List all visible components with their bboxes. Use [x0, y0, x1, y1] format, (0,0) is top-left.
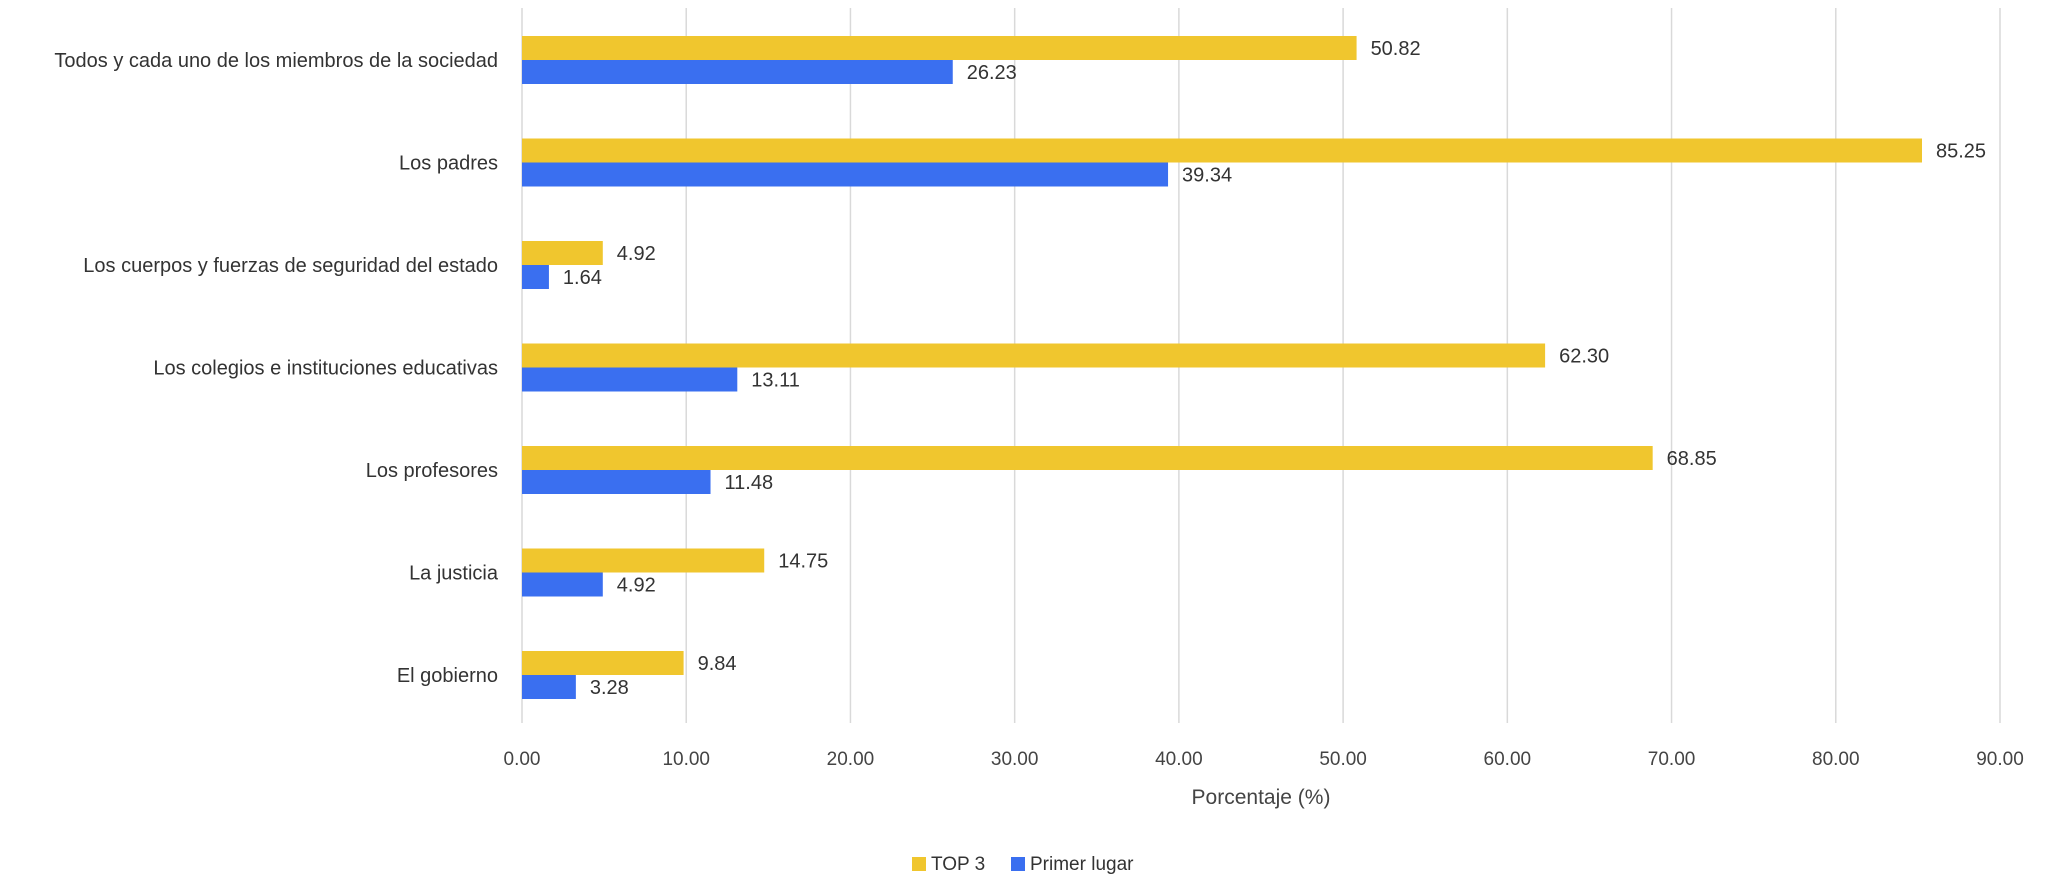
- x-tick-label: 60.00: [1484, 749, 1532, 770]
- bar-primer-lugar: [522, 60, 953, 84]
- legend-label: TOP 3: [931, 854, 985, 875]
- bar-primer-lugar: [522, 470, 711, 494]
- data-label: 39.34: [1182, 165, 1232, 187]
- bar-top3: [522, 138, 1922, 163]
- category-label: Los colegios e instituciones educativas: [153, 358, 498, 380]
- bar-primer-lugar: [522, 367, 738, 392]
- category-label: Los cuerpos y fuerzas de seguridad del e…: [83, 255, 498, 277]
- data-label: 26.23: [967, 62, 1017, 84]
- category-label: Los profesores: [366, 460, 498, 482]
- bars: 50.82 26.23 85.25 39.34 4.92 1.64 62.30 13.11 68…: [522, 36, 1986, 699]
- bar-top3: [522, 36, 1357, 60]
- x-tick-label: 0.00: [504, 749, 541, 770]
- x-tick-label: 40.00: [1155, 749, 1203, 770]
- data-label: 50.82: [1371, 38, 1421, 60]
- data-label: 11.48: [725, 472, 774, 494]
- bar-top3: [522, 343, 1546, 368]
- data-label: 3.28: [590, 677, 629, 699]
- category-label: La justicia: [409, 563, 499, 585]
- bar-primer-lugar: [522, 675, 576, 699]
- legend-swatch: [912, 857, 926, 871]
- data-label: 85.25: [1936, 141, 1986, 163]
- x-axis-title: Porcentaje (%): [1192, 786, 1331, 809]
- x-tick-label: 50.00: [1319, 749, 1367, 770]
- data-label: 4.92: [617, 243, 656, 265]
- data-label: 62.30: [1559, 346, 1609, 368]
- bar-primer-lugar: [522, 265, 549, 289]
- legend-swatch: [1011, 857, 1025, 871]
- bar-top3: [522, 446, 1653, 470]
- bar-top3: [522, 548, 765, 573]
- category-label: El gobierno: [397, 665, 498, 687]
- x-tick-label: 80.00: [1812, 749, 1860, 770]
- x-tick-label: 70.00: [1648, 749, 1696, 770]
- x-tick-label: 30.00: [991, 749, 1039, 770]
- data-label: 68.85: [1667, 448, 1717, 470]
- data-label: 9.84: [698, 653, 737, 675]
- x-tick-label: 90.00: [1976, 749, 2024, 770]
- data-label: 1.64: [563, 267, 602, 289]
- x-tick-label: 20.00: [827, 749, 875, 770]
- x-tick-labels: 0.00 10.00 20.00 30.00 40.00 50.00 60.00 70.00 8…: [504, 749, 2024, 770]
- data-label: 4.92: [617, 575, 656, 597]
- category-label: Los padres: [399, 153, 498, 175]
- bar-primer-lugar: [522, 162, 1169, 187]
- category-label: Todos y cada uno de los miembros de la s…: [54, 50, 498, 72]
- bar-top3: [522, 241, 603, 265]
- data-label: 13.11: [751, 370, 800, 392]
- legend: TOP 3 Primer lugar: [912, 854, 1134, 875]
- category-labels: Todos y cada uno de los miembros de la s…: [54, 50, 498, 687]
- bar-primer-lugar: [522, 572, 603, 597]
- x-tick-label: 10.00: [662, 749, 710, 770]
- bar-top3: [522, 651, 684, 675]
- legend-label: Primer lugar: [1030, 854, 1134, 875]
- data-label: 14.75: [778, 551, 828, 573]
